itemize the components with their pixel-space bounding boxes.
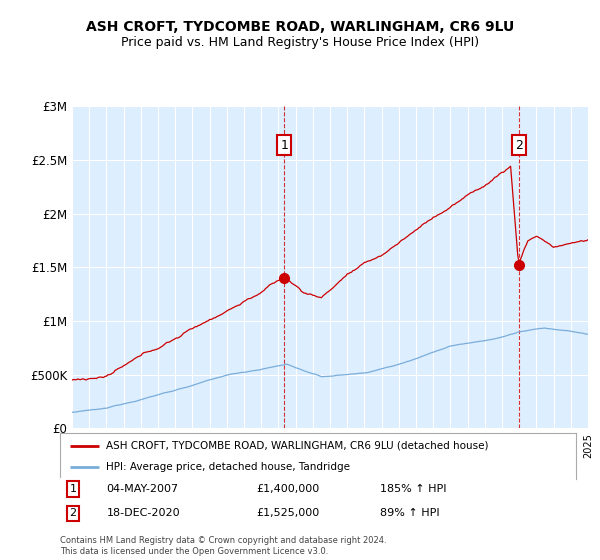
Text: 89% ↑ HPI: 89% ↑ HPI xyxy=(380,508,440,519)
Text: 2: 2 xyxy=(70,508,76,519)
Text: 1: 1 xyxy=(280,138,288,152)
Text: Contains HM Land Registry data © Crown copyright and database right 2024.
This d: Contains HM Land Registry data © Crown c… xyxy=(60,536,386,556)
Text: £1,400,000: £1,400,000 xyxy=(256,484,319,494)
Text: Price paid vs. HM Land Registry's House Price Index (HPI): Price paid vs. HM Land Registry's House … xyxy=(121,36,479,49)
Text: 04-MAY-2007: 04-MAY-2007 xyxy=(106,484,179,494)
Text: 185% ↑ HPI: 185% ↑ HPI xyxy=(380,484,446,494)
Text: 1: 1 xyxy=(70,484,76,494)
Text: 2: 2 xyxy=(515,138,523,152)
Text: ASH CROFT, TYDCOMBE ROAD, WARLINGHAM, CR6 9LU (detached house): ASH CROFT, TYDCOMBE ROAD, WARLINGHAM, CR… xyxy=(106,441,489,451)
Text: 18-DEC-2020: 18-DEC-2020 xyxy=(106,508,180,519)
Text: £1,525,000: £1,525,000 xyxy=(256,508,319,519)
Text: HPI: Average price, detached house, Tandridge: HPI: Average price, detached house, Tand… xyxy=(106,463,350,472)
Text: ASH CROFT, TYDCOMBE ROAD, WARLINGHAM, CR6 9LU: ASH CROFT, TYDCOMBE ROAD, WARLINGHAM, CR… xyxy=(86,20,514,34)
